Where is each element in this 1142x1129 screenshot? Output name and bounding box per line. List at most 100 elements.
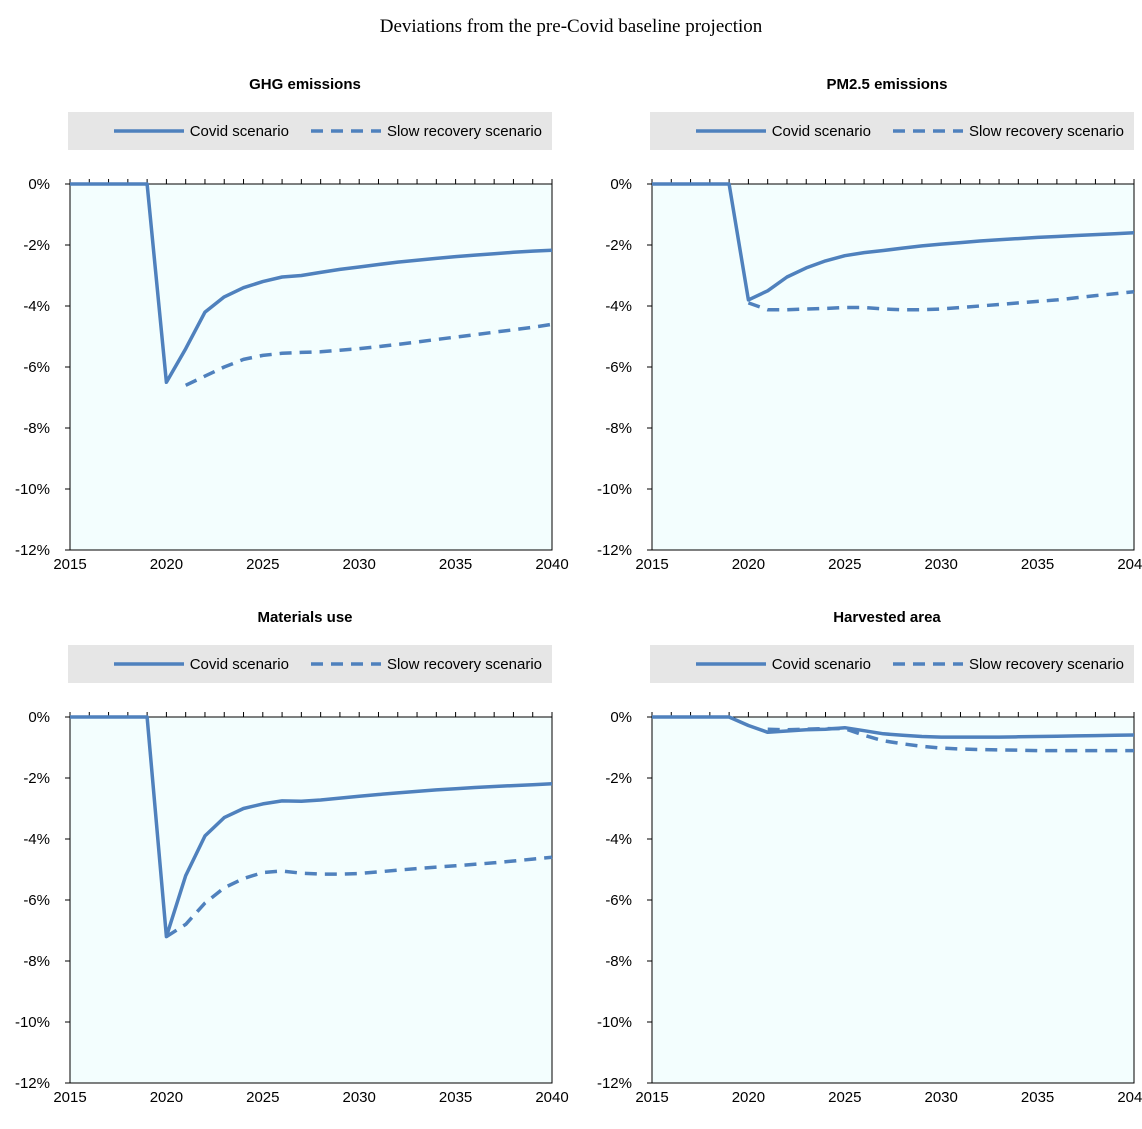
legend-swatch-dashed [892, 129, 963, 133]
y-tick-label: -8% [23, 953, 50, 970]
chart-legend: Covid scenario Slow recovery scenario [68, 645, 552, 683]
legend-swatch-solid [113, 662, 184, 666]
y-tick-label: -6% [23, 359, 50, 376]
y-tick-label: -12% [597, 1075, 632, 1092]
series-line-covid [652, 715, 1135, 739]
chart-panel-harvested: Harvested area Covid scenario Slow recov… [582, 609, 1142, 1129]
chart-panel-ghg: GHG emissions Covid scenario Slow recove… [0, 76, 571, 596]
legend-item-covid: Covid scenario [113, 655, 289, 673]
x-tick-label: 2040 [1117, 1089, 1142, 1106]
chart-title: GHG emissions [249, 76, 361, 93]
chart-panel-materials: Materials use Covid scenario Slow recove… [0, 609, 571, 1129]
y-tick-label: -10% [597, 1014, 632, 1031]
x-tick-label: 2020 [732, 1089, 765, 1106]
x-tick-label: 2035 [1021, 556, 1054, 573]
legend-item-covid: Covid scenario [695, 122, 871, 140]
legend-label-covid: Covid scenario [771, 655, 871, 673]
y-tick-label: -2% [605, 770, 632, 787]
y-tick-label: -12% [597, 542, 632, 559]
legend-swatch-dashed [310, 662, 381, 666]
y-tick-label: 0% [28, 176, 50, 193]
chart-title: Harvested area [833, 609, 941, 626]
legend-swatch-dashed [892, 662, 963, 666]
legend-label-covid: Covid scenario [771, 122, 871, 140]
y-tick-label: -4% [23, 298, 50, 315]
y-tick-label: -10% [15, 1014, 50, 1031]
x-tick-label: 2035 [439, 1089, 472, 1106]
y-tick-label: -6% [23, 892, 50, 909]
chart-legend: Covid scenario Slow recovery scenario [650, 112, 1134, 150]
x-tick-label: 2015 [635, 1089, 668, 1106]
y-tick-label: -2% [23, 770, 50, 787]
plot-area [651, 716, 1135, 1084]
y-tick-label: -12% [15, 1075, 50, 1092]
legend-label-slow: Slow recovery scenario [386, 655, 542, 673]
legend-swatch-solid [695, 129, 766, 133]
x-tick-label: 2030 [343, 556, 376, 573]
y-tick-label: -4% [605, 831, 632, 848]
x-tick-label: 2035 [1021, 1089, 1054, 1106]
legend-swatch-solid [695, 662, 766, 666]
x-tick-label: 2025 [828, 556, 861, 573]
x-tick-label: 2040 [535, 1089, 568, 1106]
series-line-covid [70, 715, 553, 939]
y-tick-label: -6% [605, 892, 632, 909]
chart-plot: 0% -2% -4% -6% -8% -10% -12%2015 2020 2025 2030 20… [597, 176, 1142, 573]
series-line-slow-recovery [165, 855, 553, 939]
x-tick-label: 2040 [535, 556, 568, 573]
y-tick-label: -8% [605, 420, 632, 437]
series-line-covid [70, 182, 553, 385]
y-tick-label: -10% [15, 481, 50, 498]
x-tick-label: 2025 [828, 1089, 861, 1106]
x-tick-label: 2035 [439, 556, 472, 573]
y-tick-label: 0% [610, 709, 632, 726]
series-line-slow-recovery [747, 289, 1135, 312]
legend-swatch-solid [113, 129, 184, 133]
legend-label-covid: Covid scenario [189, 655, 289, 673]
x-tick-label: 2015 [53, 556, 86, 573]
y-tick-label: -8% [23, 420, 50, 437]
series-line-covid [652, 182, 1135, 302]
series-line-slow-recovery [767, 726, 1134, 753]
page-title: Deviations from the pre-Covid baseline p… [379, 16, 763, 37]
x-tick-label: 2030 [343, 1089, 376, 1106]
y-tick-label: -6% [605, 359, 632, 376]
y-tick-label: -8% [605, 953, 632, 970]
y-tick-label: -2% [605, 237, 632, 254]
y-tick-label: -2% [23, 237, 50, 254]
x-tick-label: 2020 [732, 556, 765, 573]
y-tick-label: -4% [23, 831, 50, 848]
y-tick-label: -10% [597, 481, 632, 498]
x-tick-label: 2030 [925, 1089, 958, 1106]
plot-area [69, 183, 553, 551]
series-line-slow-recovery [184, 322, 553, 387]
legend-item-covid: Covid scenario [113, 122, 289, 140]
chart-legend: Covid scenario Slow recovery scenario [68, 112, 552, 150]
legend-item-slow: Slow recovery scenario [310, 122, 542, 140]
x-tick-label: 2015 [635, 556, 668, 573]
legend-swatch-dashed [310, 129, 381, 133]
legend-item-slow: Slow recovery scenario [892, 122, 1124, 140]
x-tick-label: 2015 [53, 1089, 86, 1106]
legend-label-slow: Slow recovery scenario [968, 122, 1124, 140]
y-tick-label: -12% [15, 542, 50, 559]
chart-panel-pm25: PM2.5 emissions Covid scenario Slow reco… [582, 76, 1142, 596]
y-tick-label: 0% [28, 709, 50, 726]
y-tick-label: -4% [605, 298, 632, 315]
legend-label-covid: Covid scenario [189, 122, 289, 140]
x-tick-label: 2040 [1117, 556, 1142, 573]
chart-title: Materials use [257, 609, 353, 626]
legend-label-slow: Slow recovery scenario [386, 122, 542, 140]
x-tick-label: 2020 [150, 556, 183, 573]
legend-item-covid: Covid scenario [695, 655, 871, 673]
x-tick-label: 2025 [246, 556, 279, 573]
chart-plot: 0% -2% -4% -6% -8% -10% -12%2015 2020 2025 2030 20… [15, 709, 569, 1106]
legend-label-slow: Slow recovery scenario [968, 655, 1124, 673]
legend-item-slow: Slow recovery scenario [310, 655, 542, 673]
legend-item-slow: Slow recovery scenario [892, 655, 1124, 673]
x-tick-label: 2020 [150, 1089, 183, 1106]
plot-area [69, 716, 553, 1084]
chart-legend: Covid scenario Slow recovery scenario [650, 645, 1134, 683]
chart-title: PM2.5 emissions [826, 76, 948, 93]
y-tick-label: 0% [610, 176, 632, 193]
